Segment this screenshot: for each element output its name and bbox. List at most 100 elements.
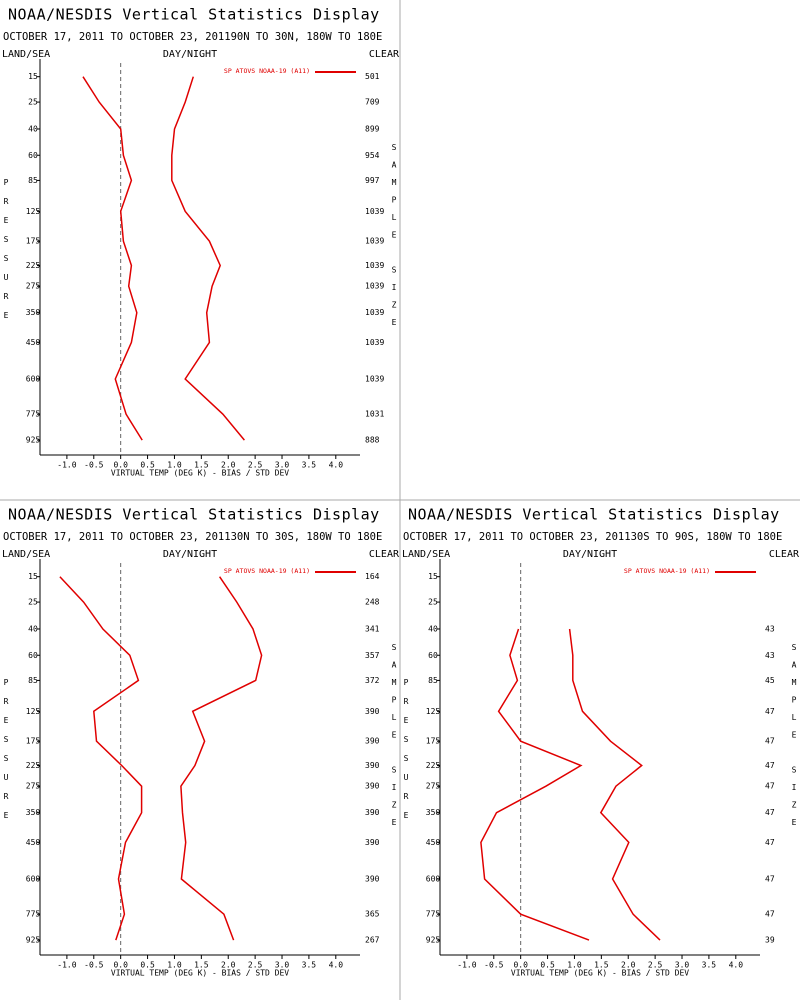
y-tick-label: 40 [28,624,38,633]
y-tick-label: 350 [26,308,41,317]
y-tick-label: 350 [426,808,441,817]
x-tick-label: 0.5 [140,961,155,970]
x-axis-label: VIRTUAL TEMP (DEG K) - BIAS / STD DEV [111,469,289,478]
x-tick-label: -0.5 [84,961,103,970]
y-tick-label: 175 [26,237,41,246]
x-tick-label: 3.0 [275,461,290,470]
header-center: DAY/NIGHT [563,549,617,560]
sample-size-label: 954 [365,151,380,160]
y-axis-label: PRESSURE [2,178,11,330]
y-tick-label: 600 [426,874,441,883]
header-left: LAND/SEA [2,49,50,60]
sample-size-label: 341 [365,624,380,633]
y-axis-label: PRESSURE [2,678,11,830]
sample-size-label: 1039 [365,237,384,246]
x-tick-label: -0.5 [84,461,103,470]
x-tick-label: -1.0 [57,461,76,470]
x-tick-label: 3.5 [702,961,717,970]
y-tick-label: 85 [28,676,38,685]
sample-size-label: 390 [365,737,380,746]
x-axis-label: VIRTUAL TEMP (DEG K) - BIAS / STD DEV [511,969,689,978]
chart-title: NOAA/NESDIS Vertical Statistics Display [8,506,380,524]
sample-size-label: 1039 [365,261,384,270]
std-dev-line [171,76,245,441]
x-tick-label: 0.0 [513,961,528,970]
x-tick-label: 3.5 [302,461,317,470]
x-axis-label: VIRTUAL TEMP (DEG K) - BIAS / STD DEV [111,969,289,978]
sample-size-label: 47 [765,838,775,847]
y-tick-label: 450 [26,338,41,347]
header-right: CLEAR [369,49,400,60]
header-right: CLEAR [369,549,400,560]
sample-size-label: 997 [365,176,380,185]
y-tick-label: 25 [28,98,38,107]
sample-size-label: 390 [365,838,380,847]
header-center: DAY/NIGHT [163,549,217,560]
x-tick-label: 3.0 [275,961,290,970]
y-tick-label: 600 [26,874,41,883]
y-tick-label: 925 [26,936,41,945]
y-tick-label: 15 [28,72,38,81]
sample-size-label: 47 [765,910,775,919]
x-tick-label: -1.0 [457,961,476,970]
y-tick-label: 40 [28,124,38,133]
legend-label: SP ATOVS NOAA-19 (A11) [224,67,310,75]
sample-size-label: 39 [765,936,775,945]
x-tick-label: 1.5 [194,461,209,470]
bias-line [59,576,143,941]
x-tick-label: 0.5 [140,461,155,470]
x-tick-label: 1.0 [167,961,182,970]
y-tick-label: 925 [26,436,41,445]
y-tick-label: 275 [426,782,441,791]
y2-axis-label: SAMPLE SIZE [390,643,399,836]
x-tick-label: 0.5 [540,961,555,970]
header-right: CLEAR [769,549,800,560]
x-tick-label: 0.0 [113,961,128,970]
sample-size-label: 390 [365,782,380,791]
sample-size-label: 899 [365,124,380,133]
header-left: LAND/SEA [2,549,50,560]
y-tick-label: 25 [28,598,38,607]
x-tick-label: 3.5 [302,961,317,970]
x-tick-label: 3.0 [675,961,690,970]
std-dev-line [568,628,661,941]
legend-label: SP ATOVS NOAA-19 (A11) [224,567,310,575]
y-tick-label: 85 [28,176,38,185]
sample-size-label: 47 [765,874,775,883]
sample-size-label: 47 [765,761,775,770]
sample-size-label: 709 [365,98,380,107]
y-tick-label: 125 [26,707,41,716]
y-tick-label: 40 [428,624,438,633]
sample-size-label: 390 [365,761,380,770]
x-tick-label: 4.0 [729,961,744,970]
y-tick-label: 225 [26,761,41,770]
header-left: LAND/SEA [402,549,450,560]
std-dev-line [180,576,263,941]
sample-size-label: 357 [365,651,380,660]
sample-size-label: 248 [365,598,380,607]
x-tick-label: -1.0 [57,961,76,970]
chart-subtitle: OCTOBER 17, 2011 TO OCTOBER 23, 201130N … [3,531,382,543]
y-tick-label: 450 [26,838,41,847]
y-tick-label: 125 [26,207,41,216]
sample-size-label: 267 [365,936,380,945]
y-tick-label: 60 [28,651,38,660]
sample-size-label: 43 [765,624,775,633]
x-tick-label: 2.0 [221,461,236,470]
y2-axis-label: SAMPLE SIZE [790,643,799,836]
x-tick-label: 1.5 [194,961,209,970]
y-tick-label: 175 [426,737,441,746]
sample-size-label: 888 [365,436,380,445]
x-tick-label: 4.0 [329,961,344,970]
x-tick-label: 2.0 [221,961,236,970]
sample-size-label: 372 [365,676,380,685]
y-tick-label: 125 [426,707,441,716]
y-tick-label: 225 [426,761,441,770]
y-tick-label: 775 [26,910,41,919]
sample-size-label: 47 [765,737,775,746]
y-tick-label: 925 [426,936,441,945]
sample-size-label: 45 [765,676,775,685]
chart-subtitle: OCTOBER 17, 2011 TO OCTOBER 23, 201190N … [3,31,382,43]
sample-size-label: 390 [365,808,380,817]
